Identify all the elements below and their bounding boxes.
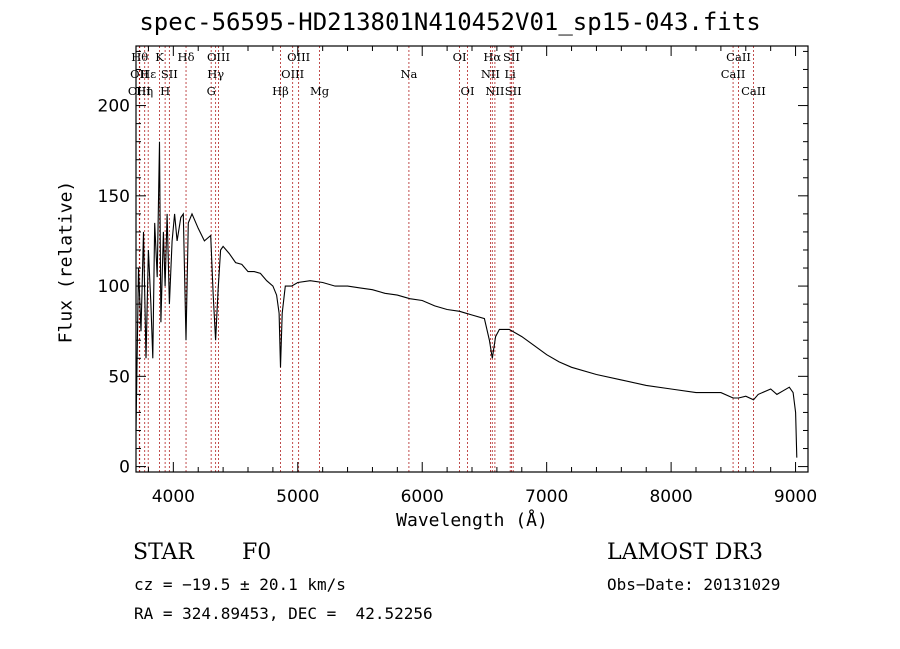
y-axis-ticks: 0 50 100 150 200	[98, 50, 808, 478]
line-label-27: CaII	[741, 84, 766, 98]
line-label-19: NII	[481, 67, 500, 81]
line-label-5: K	[155, 50, 164, 64]
line-label-12: Hβ	[272, 84, 289, 98]
line-label-9: G	[207, 84, 216, 98]
line-label-17: OI	[453, 50, 467, 64]
chart-title: spec-56595-HD213801N410452V01_sp15-043.f…	[139, 8, 761, 36]
spectral-line-labels: HθOIIOIIIHηHεKHSIIHδGHγOIIIHβOIIIOIIIMgN…	[128, 50, 766, 98]
y-tick-label-3: 150	[98, 187, 130, 207]
line-label-3: Hη	[136, 84, 153, 98]
line-label-16: Na	[400, 67, 417, 81]
line-label-10: Hγ	[207, 67, 224, 81]
line-label-25: CaII	[721, 67, 746, 81]
line-label-0: Hθ	[131, 50, 148, 64]
y-tick-label-1: 50	[108, 367, 130, 387]
x-tick-label-4: 8000	[649, 487, 692, 507]
x-tick-label-0: 4000	[152, 487, 195, 507]
x-tick-label-1: 5000	[276, 487, 319, 507]
line-label-22: Li	[505, 67, 517, 81]
observation-date: Obs−Date: 20131029	[607, 575, 781, 594]
line-label-8: Hδ	[178, 50, 195, 64]
line-label-1: OII	[130, 67, 149, 81]
x-tick-label-2: 6000	[401, 487, 444, 507]
x-tick-label-3: 7000	[525, 487, 568, 507]
line-label-6: H	[160, 84, 170, 98]
y-tick-label-4: 200	[98, 97, 130, 117]
line-label-7: SII	[161, 67, 178, 81]
line-label-21: NII	[485, 84, 504, 98]
line-label-4: Hε	[140, 67, 156, 81]
line-label-18: OI	[461, 84, 475, 98]
y-tick-label-0: 0	[119, 458, 130, 478]
object-class: STAR	[133, 540, 194, 565]
x-tick-label-5: 9000	[774, 487, 817, 507]
line-label-15: Mg	[310, 84, 330, 98]
y-axis-label: Flux (relative)	[55, 180, 77, 344]
x-axis-label: Wavelength (Å)	[396, 510, 548, 531]
object-subclass: F0	[242, 540, 272, 565]
line-label-23: SII	[503, 50, 520, 64]
line-label-13: OIII	[281, 67, 304, 81]
plot-frame	[135, 45, 809, 473]
spectral-line-markers	[138, 46, 754, 472]
line-label-11: OIII	[207, 50, 230, 64]
line-label-14: OIII	[287, 50, 310, 64]
redshift-velocity: cz = −19.5 ± 20.1 km/s	[134, 575, 346, 594]
line-label-26: CaII	[726, 50, 751, 64]
flux-series-line	[135, 141, 798, 458]
y-tick-label-2: 100	[98, 277, 130, 297]
line-label-20: Hα	[483, 50, 501, 64]
coordinates: RA = 324.89453, DEC = 42.52256	[134, 604, 433, 623]
line-label-24: SII	[505, 84, 522, 98]
line-label-2: OIII	[128, 84, 151, 98]
x-axis-ticks: 4000 5000 6000 7000 8000 9000	[147, 46, 817, 507]
survey-name: LAMOST DR3	[607, 540, 763, 565]
